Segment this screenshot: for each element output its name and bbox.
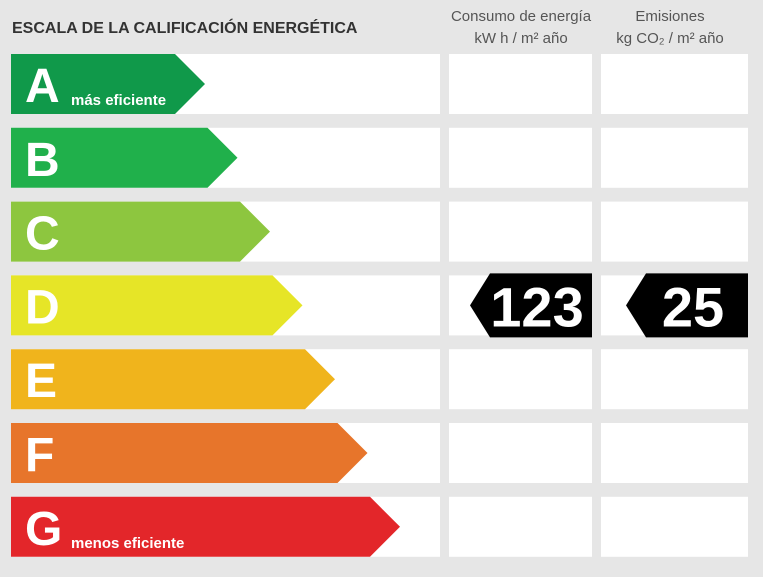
- cell: [449, 349, 592, 410]
- rating-arrow: [11, 349, 335, 410]
- cell: [601, 127, 748, 188]
- indicator-value: 123: [490, 275, 583, 338]
- rating-letter: C: [25, 208, 60, 261]
- indicator: [626, 273, 748, 338]
- indicator-value: 25: [662, 275, 724, 338]
- rating-arrow: [11, 423, 368, 483]
- rating-arrow: [11, 54, 205, 114]
- rating-arrow: [11, 201, 270, 262]
- cell: [449, 54, 592, 114]
- title: ESCALA DE LA CALIFICACIÓN ENERGÉTICA: [12, 18, 358, 37]
- cell: [449, 496, 592, 557]
- cell: [601, 201, 748, 262]
- cell: [449, 423, 592, 483]
- column-header-unit: kW h / m² año: [474, 30, 567, 47]
- cell: [601, 423, 748, 483]
- rating-note: más eficiente: [71, 92, 166, 109]
- cell: [601, 496, 748, 557]
- cell: [601, 349, 748, 410]
- indicator: [470, 273, 592, 338]
- rating-note: menos eficiente: [71, 535, 184, 552]
- column-header: Consumo de energía: [451, 8, 592, 25]
- rating-letter: F: [25, 429, 54, 482]
- rating-letter: B: [25, 134, 60, 187]
- column-header: Emisiones: [635, 8, 704, 25]
- rating-letter: D: [25, 281, 60, 334]
- rating-letter: E: [25, 355, 57, 408]
- cell: [601, 54, 748, 114]
- cell: [449, 201, 592, 262]
- rating-arrow: [11, 496, 400, 557]
- column-header-unit: kg CO₂ / m² año: [616, 30, 724, 47]
- rating-arrow: [11, 127, 238, 188]
- rating-letter: A: [25, 60, 60, 113]
- cell: [449, 127, 592, 188]
- rating-letter: G: [25, 503, 62, 556]
- rating-arrow: [11, 275, 303, 336]
